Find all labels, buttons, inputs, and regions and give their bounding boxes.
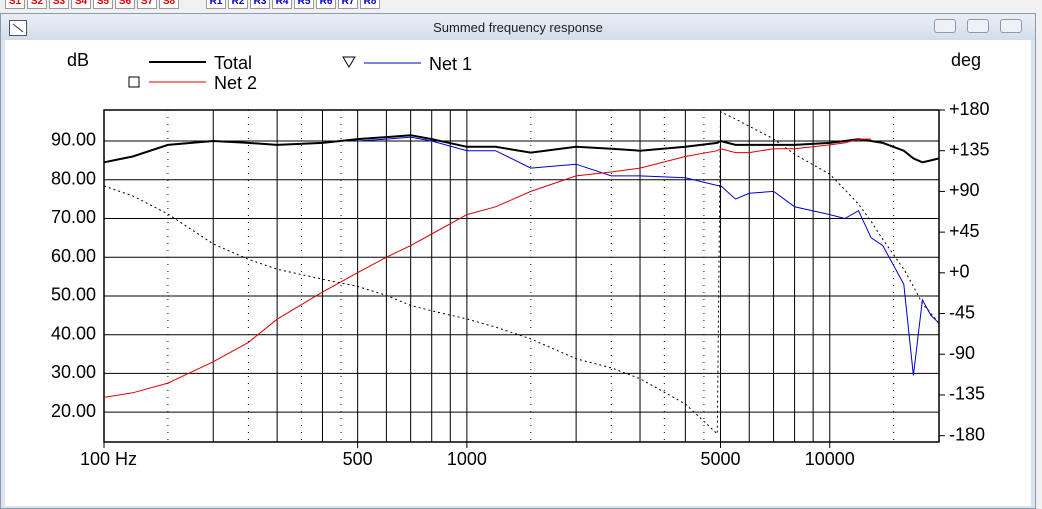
- toolbar-button[interactable]: S4: [71, 0, 91, 9]
- title-bar: Summed frequency response: [1, 14, 1035, 40]
- y2-tick-label: -180: [949, 424, 985, 444]
- y-tick-label: 90.00: [51, 130, 96, 150]
- y-tick-label: 50.00: [51, 285, 96, 305]
- window-icon: [9, 20, 27, 36]
- y2-tick-label: -45: [949, 302, 975, 322]
- toolbar: S1 S2 S3 S4 S5 S6 S7 S8 R1 R2 R3 R4 R5 R6 R7 R8: [0, 0, 1042, 11]
- toolbar-button[interactable]: S1: [5, 0, 25, 9]
- y2-tick-label: +0: [949, 262, 970, 282]
- maximize-button[interactable]: [967, 19, 989, 33]
- y-tick-label: 40.00: [51, 323, 96, 343]
- legend-label: Net 2: [214, 73, 257, 93]
- toolbar-button[interactable]: S5: [93, 0, 113, 9]
- chart: dB deg 20.00 30.00 40.00 50.00 60.00 70.00 80.…: [5, 40, 1031, 506]
- series-line: [357, 136, 940, 376]
- plot-frame: [103, 109, 940, 443]
- series-line: [103, 134, 940, 164]
- x-tick-label: 500: [343, 449, 373, 469]
- x-tick-label: 100 Hz: [80, 449, 137, 469]
- y2-tick-label: +90: [949, 180, 980, 200]
- legend-marker: [128, 76, 140, 88]
- toolbar-button[interactable]: R7: [338, 0, 358, 9]
- toolbar-button[interactable]: R5: [294, 0, 314, 9]
- x-tick-label: 1000: [447, 449, 487, 469]
- toolbar-button[interactable]: R2: [228, 0, 248, 9]
- icon-line: [12, 23, 24, 33]
- y2-axis-label: deg: [951, 50, 981, 70]
- toolbar-button[interactable]: R1: [206, 0, 226, 9]
- toolbar-button[interactable]: S7: [137, 0, 157, 9]
- legend-label: Total: [214, 53, 252, 73]
- minimize-button[interactable]: [934, 19, 956, 33]
- toolbar-button[interactable]: S8: [159, 0, 179, 9]
- y-axis-label: dB: [67, 50, 89, 70]
- series-line: [103, 138, 872, 398]
- y-tick-label: 30.00: [51, 362, 96, 382]
- close-button[interactable]: [1000, 19, 1022, 33]
- y-tick-label: 20.00: [51, 401, 96, 421]
- x-tick-label: 10000: [805, 449, 855, 469]
- y2-tick-label: +45: [949, 221, 980, 241]
- toolbar-button[interactable]: R8: [360, 0, 380, 9]
- y-tick-label: 70.00: [51, 207, 96, 227]
- toolbar-button[interactable]: S3: [49, 0, 69, 9]
- y2-tick-label: +135: [949, 139, 990, 159]
- toolbar-button[interactable]: S6: [115, 0, 135, 9]
- y-tick-label: 80.00: [51, 168, 96, 188]
- toolbar-button[interactable]: S2: [27, 0, 47, 9]
- y2-tick-label: -135: [949, 384, 985, 404]
- y2-tick-label: +180: [949, 99, 990, 119]
- legend-label: Net 1: [429, 54, 472, 74]
- toolbar-button[interactable]: R3: [250, 0, 270, 9]
- series-line: [103, 111, 940, 436]
- window-title: Summed frequency response: [433, 20, 603, 35]
- legend-marker: [342, 56, 356, 68]
- window: Summed frequency response dB deg 20.00 30…: [0, 13, 1036, 509]
- toolbar-button[interactable]: R4: [272, 0, 292, 9]
- x-tick-label: 5000: [701, 449, 741, 469]
- y2-tick-label: -90: [949, 343, 975, 363]
- y-tick-label: 60.00: [51, 246, 96, 266]
- toolbar-button[interactable]: R6: [316, 0, 336, 9]
